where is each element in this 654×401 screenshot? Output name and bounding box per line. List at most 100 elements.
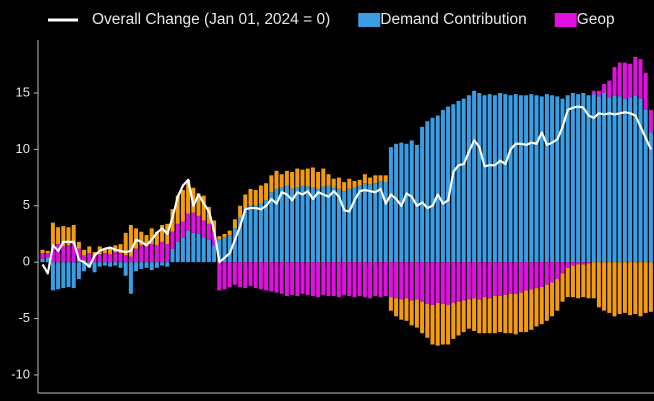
bar-segment [321, 168, 326, 187]
bar-segment [196, 233, 201, 263]
bar-segment [264, 183, 269, 201]
legend-label: Demand Contribution [380, 11, 526, 28]
bar-segment [570, 265, 575, 298]
bar-segment [144, 235, 149, 247]
bar-segment [61, 246, 66, 263]
bar-segment [492, 296, 497, 334]
legend-label: Geop [577, 11, 615, 28]
bar-segment [336, 262, 341, 298]
bar-segment [56, 227, 61, 245]
bar-segment [92, 262, 97, 273]
bar-segment [565, 262, 570, 268]
bar-segment [50, 245, 55, 263]
bar-segment [357, 185, 362, 263]
bar-segment [383, 262, 388, 297]
bar-segment [383, 182, 388, 263]
bar-segment [61, 226, 66, 247]
bar-segment [76, 248, 81, 263]
bar-segment [570, 93, 575, 263]
bar-segment [102, 248, 107, 254]
bar-segment [154, 245, 159, 263]
bar-segment [409, 140, 414, 263]
bar-segment [477, 93, 482, 263]
bar-segment [472, 90, 477, 263]
bar-segment [612, 262, 617, 317]
bar-segment [607, 80, 612, 98]
bar-segment [518, 262, 523, 293]
bar-segment [399, 262, 404, 300]
bar-segment [622, 98, 627, 263]
bar-segment [633, 56, 638, 96]
bar-segment [498, 93, 503, 263]
bar-segment [232, 219, 237, 229]
bar-segment [617, 62, 622, 97]
bar-segment [461, 300, 466, 333]
bar-segment [128, 262, 133, 294]
bar-segment [222, 233, 227, 238]
bar-segment [45, 253, 50, 258]
bar-segment [643, 109, 648, 263]
bar-segment [40, 249, 45, 254]
bar-segment [565, 95, 570, 263]
bar-segment [123, 232, 128, 256]
bar-segment [409, 262, 414, 301]
bar-segment [524, 95, 529, 263]
bar-segment [82, 255, 87, 263]
bar-segment [222, 262, 227, 290]
bar-segment [373, 183, 378, 263]
bar-segment [508, 262, 513, 294]
bar-segment [316, 262, 321, 298]
bar-segment [503, 294, 508, 334]
bar-segment [66, 262, 71, 287]
y-tick-label: 10 [16, 141, 30, 156]
bar-segment [40, 258, 45, 263]
bar-segment [175, 195, 180, 224]
bar-segment [482, 262, 487, 298]
bar-segment [279, 174, 284, 188]
bar-segment [118, 253, 123, 263]
bar-segment [446, 305, 451, 345]
bar-segment [342, 262, 347, 295]
bar-segment [633, 262, 638, 315]
bar-segment [134, 248, 139, 263]
bar-segment [503, 262, 508, 295]
bar-segment [524, 262, 529, 291]
bar-segment [373, 175, 378, 184]
bar-segment [134, 262, 139, 272]
bar-segment [539, 96, 544, 263]
bar-segment [134, 228, 139, 249]
bar-segment [555, 262, 560, 280]
bar-segment [394, 298, 399, 317]
legend-label: Overall Change (Jan 01, 2024 = 0) [92, 11, 330, 28]
bar-segment [544, 94, 549, 263]
bar-segment [295, 262, 300, 297]
bar-segment [440, 303, 445, 345]
bar-segment [430, 262, 435, 306]
bar-segment [50, 222, 55, 246]
bar-segment [492, 262, 497, 297]
bar-segment [446, 106, 451, 263]
bar-segment [612, 95, 617, 263]
bar-segment [555, 96, 560, 263]
bar-segment [253, 205, 258, 263]
bar-segment [118, 262, 123, 268]
bar-segment [607, 262, 612, 313]
bar-segment [201, 237, 206, 263]
bar-segment [295, 168, 300, 188]
bar-segment [217, 236, 222, 240]
bar-segment [472, 298, 477, 331]
line-series [41, 105, 652, 275]
bar-segment [45, 250, 50, 254]
bar-segment [56, 244, 61, 263]
bar-segment [487, 94, 492, 263]
bar-segment [581, 262, 586, 265]
bar-segment [186, 179, 191, 214]
bar-segment [456, 301, 461, 336]
bar-segment [97, 254, 102, 263]
bar-segment [357, 179, 362, 186]
bar-segment [420, 301, 425, 334]
bar-segment [414, 262, 419, 300]
bar-segment [508, 293, 513, 334]
bar-segment [638, 98, 643, 263]
bar-segment [180, 221, 185, 238]
